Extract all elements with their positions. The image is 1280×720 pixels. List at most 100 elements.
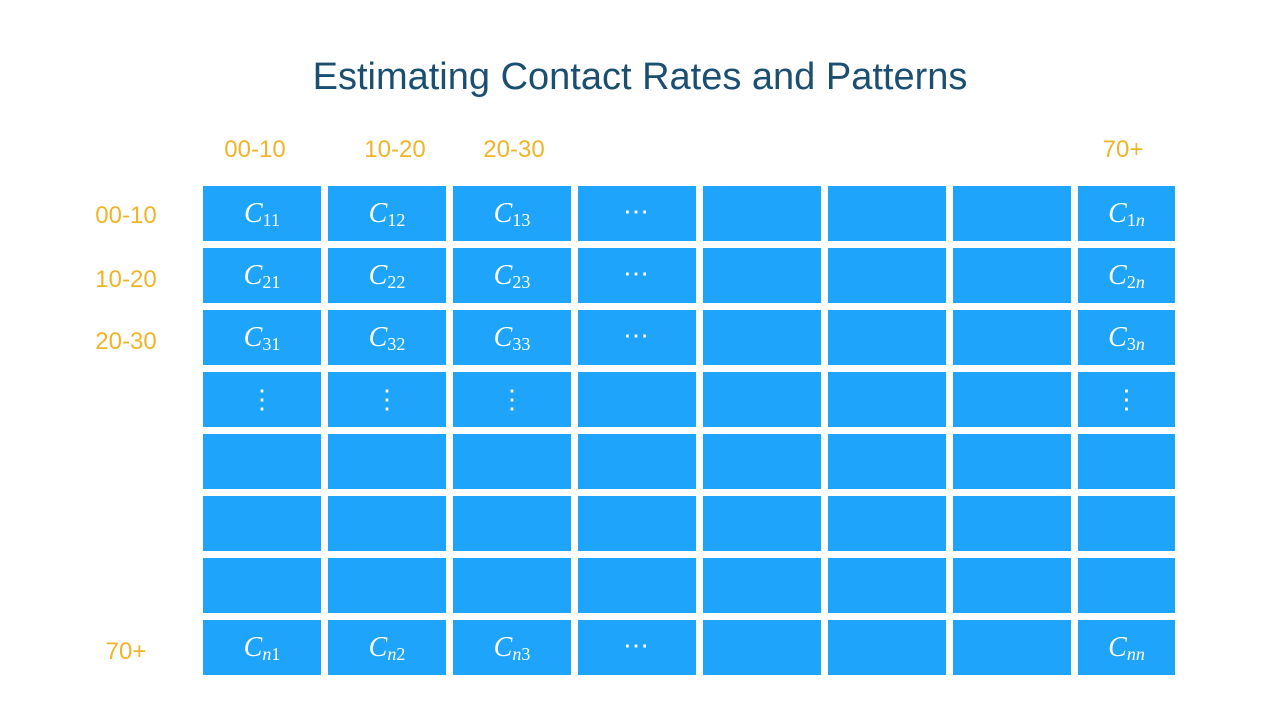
matrix-cell-r3-c2: C 32 [328, 310, 446, 365]
matrix-cell-r1-c2: C 12 [328, 186, 446, 241]
matrix-cell-r2-c4: ⋯ [578, 248, 696, 303]
matrix-cell-r6-c8 [1078, 496, 1175, 551]
subscript-digits: 2 [396, 644, 406, 664]
matrix-cell-r6-c2 [328, 496, 446, 551]
subscript-digits: 32 [387, 334, 406, 354]
matrix-cell-r7-c4 [578, 558, 696, 613]
subscript-digits: 23 [512, 272, 531, 292]
matrix-cell-r1-c5 [703, 186, 821, 241]
vertical-ellipsis: ⋮ [1113, 384, 1140, 414]
matrix-subscript: 32 [387, 334, 405, 355]
matrix-cell-r2-c7 [953, 248, 1071, 303]
matrix-symbol: C [493, 259, 513, 291]
matrix-cell-r1-c1: C 11 [203, 186, 321, 241]
matrix-cell-r5-c7 [953, 434, 1071, 489]
subscript-italic: n [512, 644, 522, 664]
vertical-ellipsis: ⋮ [499, 384, 525, 414]
matrix-cell-r8-c5 [703, 620, 821, 675]
matrix-symbol: C [368, 631, 388, 663]
matrix-cell-r1-c6 [828, 186, 946, 241]
subscript-digits: 1 [271, 644, 281, 664]
matrix-symbol: C [243, 197, 263, 229]
matrix-symbol: C [243, 631, 263, 663]
matrix-subscript: n3 [512, 644, 530, 665]
matrix-symbol: C [1108, 321, 1127, 353]
matrix-symbol: C [368, 197, 388, 229]
matrix-subscript: 31 [262, 334, 280, 355]
subscript-digits: 11 [262, 210, 281, 230]
matrix-cell-r4-c5 [703, 372, 821, 427]
matrix-subscript: 13 [512, 210, 530, 231]
matrix-cell-r2-c3: C 23 [453, 248, 571, 303]
matrix-cell-r2-c6 [828, 248, 946, 303]
subscript-digits: 2 [1126, 272, 1136, 292]
matrix-cell-r4-c7 [953, 372, 1071, 427]
horizontal-ellipsis: ⋯ [623, 196, 651, 226]
matrix-cell-r5-c1 [203, 434, 321, 489]
matrix-symbol: C [368, 259, 388, 291]
subscript-digits: 13 [512, 210, 531, 230]
matrix-cell-r3-c4: ⋯ [578, 310, 696, 365]
vertical-ellipsis: ⋮ [374, 384, 400, 414]
subscript-italic: n [262, 644, 272, 664]
matrix-symbol: C [493, 631, 513, 663]
horizontal-ellipsis: ⋯ [623, 258, 651, 288]
subscript-digits: 1 [1126, 210, 1136, 230]
matrix-cell-r2-c8: C 2n [1078, 248, 1175, 303]
matrix-cell-r3-c8: C 3n [1078, 310, 1175, 365]
matrix-cell-r1-c4: ⋯ [578, 186, 696, 241]
matrix-cell-r4-c6 [828, 372, 946, 427]
matrix-symbol: C [493, 321, 513, 353]
subscript-italic: n [1135, 334, 1145, 354]
matrix-symbol: C [1108, 259, 1127, 291]
matrix-cell-r3-c7 [953, 310, 1071, 365]
matrix-cell-r7-c1 [203, 558, 321, 613]
matrix-cell-r3-c5 [703, 310, 821, 365]
column-label-70-plus: 70+ [1102, 136, 1144, 163]
matrix-cell-r3-c6 [828, 310, 946, 365]
matrix-symbol: C [493, 197, 513, 229]
matrix-symbol: C [368, 321, 388, 353]
matrix-subscript: 23 [512, 272, 530, 293]
matrix-cell-r4-c3: ⋮ [453, 372, 571, 427]
subscript-italic: n [1135, 210, 1145, 230]
matrix-cell-r1-c8: C 1n [1078, 186, 1175, 241]
matrix-cell-r5-c6 [828, 434, 946, 489]
subscript-italic: nn [1126, 644, 1145, 664]
matrix-symbol: C [243, 259, 263, 291]
matrix-subscript: 12 [387, 210, 405, 231]
matrix-cell-r7-c3 [453, 558, 571, 613]
vertical-ellipsis: ⋮ [249, 384, 275, 414]
matrix-cell-r6-c4 [578, 496, 696, 551]
matrix-subscript: 21 [262, 272, 280, 293]
column-label-20-30: 20-30 [483, 136, 545, 163]
matrix-cell-r2-c1: C 21 [203, 248, 321, 303]
matrix-subscript: 3n [1127, 334, 1145, 355]
matrix-subscript: 2n [1127, 272, 1145, 293]
page-title: Estimating Contact Rates and Patterns [312, 56, 968, 98]
matrix-cell-r2-c5 [703, 248, 821, 303]
matrix-cell-r5-c2 [328, 434, 446, 489]
subscript-digits: 22 [387, 272, 406, 292]
matrix-cell-r4-c1: ⋮ [203, 372, 321, 427]
matrix-cell-r5-c3 [453, 434, 571, 489]
row-label-70-plus: 70+ [105, 638, 147, 665]
matrix-cell-r8-c7 [953, 620, 1071, 675]
column-label-00-10: 00-10 [224, 136, 286, 163]
matrix-cell-r3-c3: C 33 [453, 310, 571, 365]
matrix-cell-r3-c1: C 31 [203, 310, 321, 365]
matrix-cell-r5-c8 [1078, 434, 1175, 489]
matrix-subscript: n1 [262, 644, 280, 665]
subscript-digits: 3 [1126, 334, 1136, 354]
matrix-cell-r6-c5 [703, 496, 821, 551]
matrix-symbol: C [1108, 197, 1127, 229]
matrix-cell-r6-c3 [453, 496, 571, 551]
matrix-symbol: C [243, 321, 263, 353]
matrix-cell-r6-c6 [828, 496, 946, 551]
subscript-digits: 33 [512, 334, 531, 354]
matrix-cell-r7-c2 [328, 558, 446, 613]
